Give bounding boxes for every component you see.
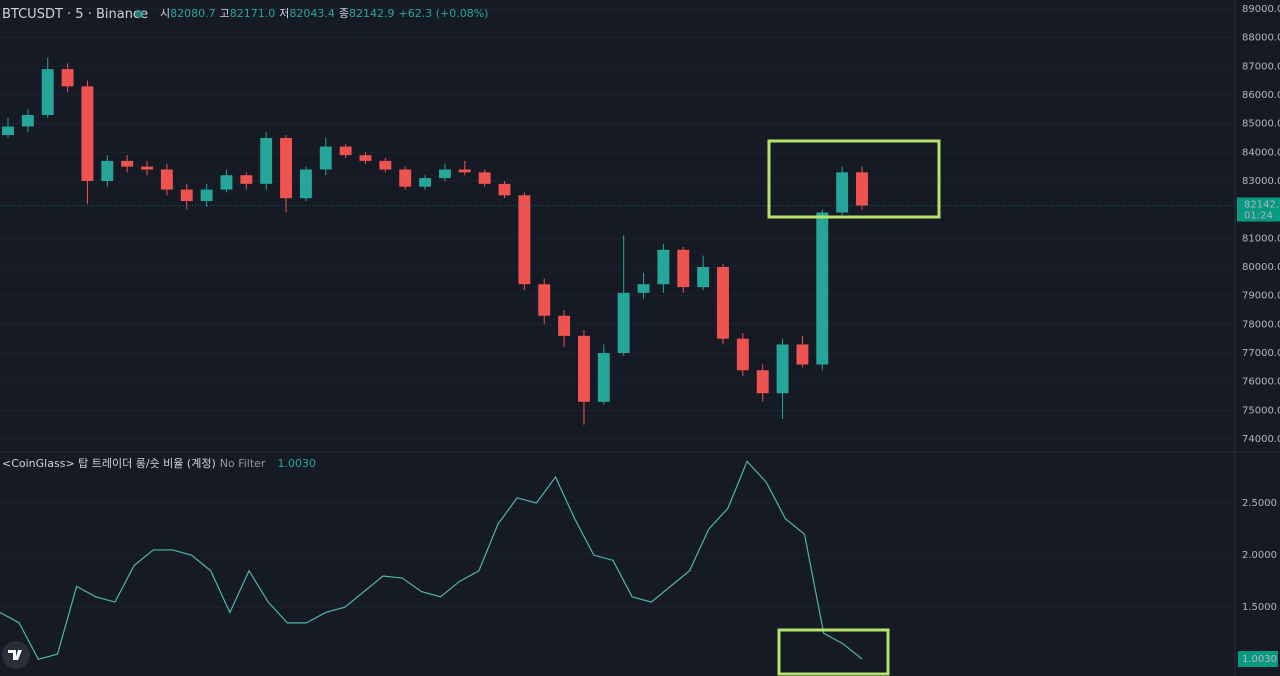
candle-body: [438, 169, 451, 179]
highlight-box: [777, 628, 890, 676]
candle-body: [637, 284, 650, 293]
candle-body: [81, 86, 94, 181]
candle-body: [141, 166, 153, 170]
value: 82043.4: [289, 7, 335, 20]
label: 고: [220, 7, 230, 20]
candle-body: [280, 137, 293, 199]
y-tick-label: 79000.0: [1242, 291, 1280, 302]
candle-body: [220, 175, 233, 190]
candle-body: [736, 338, 749, 371]
candle-body: [2, 126, 14, 136]
y-tick-label: 89000.0: [1242, 4, 1280, 15]
candle-body: [399, 169, 412, 187]
y-tick-label: 85000.0: [1242, 119, 1280, 130]
indicator-line: [0, 460, 863, 661]
candle-body: [200, 189, 213, 202]
candle-body: [458, 169, 471, 173]
countdown: 01:24: [1244, 211, 1273, 222]
candle-body: [379, 160, 392, 170]
logo-mark: [8, 650, 22, 660]
y-tick-label: 78000.0: [1242, 319, 1280, 330]
y-tick-label: 81000.0: [1242, 233, 1280, 244]
change: +62.3 (+0.08%): [399, 7, 489, 20]
value: 82142.9: [349, 7, 395, 20]
y-tick-label: 80000.0: [1242, 262, 1280, 273]
candle-body: [776, 344, 789, 394]
y-tick-label: 1.5000: [1242, 602, 1277, 613]
y-tick-label: 2.5000: [1242, 498, 1277, 509]
value: 82171.0: [230, 7, 276, 20]
candle-body: [160, 169, 173, 190]
status-dot: [135, 10, 143, 18]
last-value-label: 1.0030: [1242, 654, 1277, 665]
candle-body: [419, 178, 432, 187]
label: 시: [160, 7, 170, 20]
candle-body: [657, 249, 670, 285]
candle-body: [339, 146, 352, 156]
y-tick-label: 76000.0: [1242, 377, 1280, 388]
candle-body: [756, 370, 769, 394]
candle-body: [180, 189, 193, 202]
last-price-tag: [1237, 197, 1280, 222]
candle-body: [260, 137, 273, 184]
indicator-value: 1.0030: [277, 457, 316, 470]
indicator-title: <CoinGlass> 탑 트레이더 롱/숏 비율 (계정): [2, 457, 216, 470]
candle-body: [359, 155, 372, 161]
candle-body: [21, 115, 34, 127]
grid: 74000.0 75000.0 76000.0 77000.0 78000.0 79000…: [0, 4, 1280, 613]
candle-body: [319, 146, 332, 170]
candle-body: [816, 212, 829, 365]
y-tick-label: 86000.0: [1242, 90, 1280, 101]
y-tick-label: 75000.0: [1242, 405, 1280, 416]
candle-body: [697, 267, 710, 288]
candle-body: [717, 267, 729, 339]
candle-body: [617, 292, 630, 354]
label: 저: [279, 7, 289, 20]
y-tick-label: 84000.0: [1242, 147, 1280, 158]
marks: 82142.901:24 1.0030: [0, 57, 1280, 668]
candle-body: [61, 69, 74, 87]
candle-body: [518, 195, 531, 285]
y-tick-label: 83000.0: [1242, 176, 1280, 187]
y-tick-label: 77000.0: [1242, 348, 1280, 359]
candle-body: [478, 172, 491, 184]
candle-body: [796, 344, 809, 365]
candle-body: [299, 169, 312, 199]
symbol: BTCUSDT · 5 · Binance: [2, 7, 148, 22]
candle-body: [41, 69, 54, 116]
y-tick-label: 2.0000: [1242, 550, 1277, 561]
y-tick-label: 74000.0: [1242, 434, 1280, 445]
candle-body: [577, 335, 590, 402]
highlight-box: [767, 139, 941, 219]
candle-body: [558, 315, 571, 336]
candle-body: [597, 353, 610, 402]
last-price-label: 82142.9: [1244, 200, 1280, 211]
candle-body: [677, 249, 690, 288]
candle-body: [836, 172, 849, 213]
value: 82080.7: [170, 7, 216, 20]
ohlc: 시82080.7 고82171.0 저82043.4 종82142.9 +62.3 (+…: [160, 7, 488, 20]
candle-body: [498, 183, 511, 196]
indicator-setting: No Filter: [220, 457, 266, 470]
candle-body: [101, 160, 114, 181]
label: 종: [339, 7, 349, 20]
y-tick-label: 88000.0: [1242, 33, 1280, 44]
indicator-header: <CoinGlass> 탑 트레이더 롱/숏 비율 (계정) No Filter 1…: [2, 457, 316, 470]
last-value-tag: [1238, 651, 1278, 668]
header: BTCUSDT · 5 · Binance: [2, 7, 148, 22]
y-tick-label: 87000.0: [1242, 61, 1280, 72]
candle-body: [856, 172, 868, 206]
candle-body: [121, 160, 134, 167]
candle-body: [538, 284, 551, 316]
candle-body: [240, 175, 253, 184]
